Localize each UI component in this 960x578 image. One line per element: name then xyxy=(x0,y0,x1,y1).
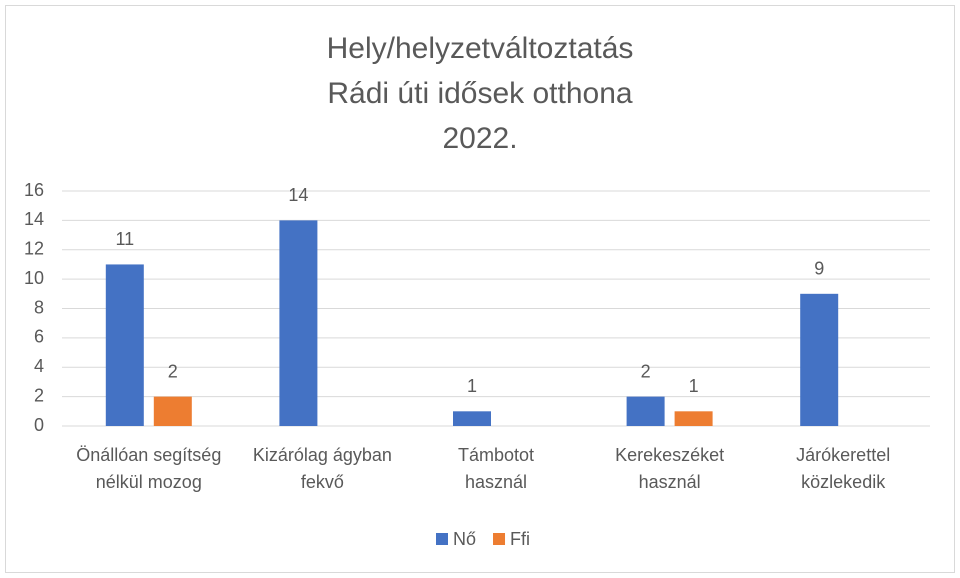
bar xyxy=(626,396,665,426)
data-label: 9 xyxy=(814,259,824,279)
data-label: 1 xyxy=(689,376,699,396)
data-label: 14 xyxy=(288,185,308,205)
y-tick-label: 2 xyxy=(34,385,44,405)
x-tick-label: Kizárólag ágyban fekvő xyxy=(252,445,392,492)
data-label: 11 xyxy=(115,229,134,249)
chart-title: Hely/helyzetváltoztatás Rádi úti idősek … xyxy=(326,32,634,155)
x-tick-label: Önállóan segítség nélkül mozog xyxy=(76,445,222,492)
chart-frame xyxy=(5,5,955,573)
y-tick-label: 0 xyxy=(34,415,44,435)
bar xyxy=(105,264,144,426)
x-tick-label: Járókerettel közlekedik xyxy=(796,445,891,492)
bar xyxy=(153,396,192,426)
bar xyxy=(279,220,318,426)
legend-label: Ffi xyxy=(510,529,530,549)
legend-swatch xyxy=(436,533,448,545)
data-label: 2 xyxy=(168,361,178,381)
y-tick-label: 14 xyxy=(24,209,44,229)
y-tick-label: 8 xyxy=(34,297,44,317)
y-tick-label: 16 xyxy=(24,180,44,200)
bar xyxy=(800,293,839,426)
y-tick-label: 4 xyxy=(34,356,44,376)
x-tick-label: Támbotot használ xyxy=(457,445,535,492)
legend-label: Nő xyxy=(453,529,476,549)
data-label: 1 xyxy=(467,376,477,396)
y-tick-label: 10 xyxy=(24,268,44,288)
bar xyxy=(453,411,491,426)
y-tick-label: 6 xyxy=(34,327,44,347)
y-tick-label: 12 xyxy=(24,239,44,259)
legend-swatch xyxy=(493,533,506,545)
data-label: 2 xyxy=(641,361,651,381)
bar xyxy=(674,411,713,426)
x-tick-label: Kerekeszéket használ xyxy=(615,445,725,492)
